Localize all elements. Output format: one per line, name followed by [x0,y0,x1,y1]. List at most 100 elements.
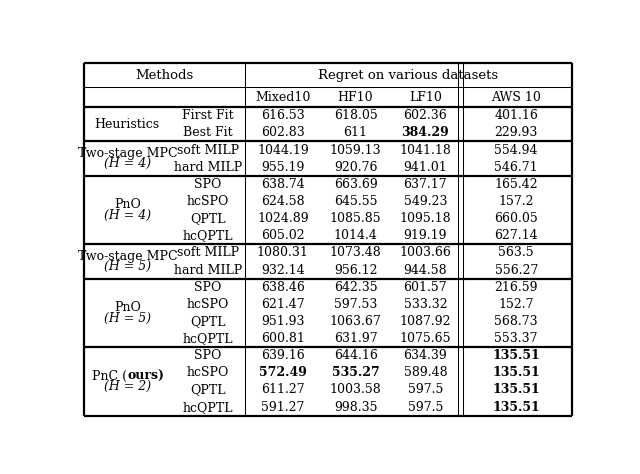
Text: 597.5: 597.5 [408,401,443,414]
Text: 135.51: 135.51 [492,366,540,379]
Text: 624.58: 624.58 [261,195,305,208]
Text: 621.47: 621.47 [261,298,305,311]
Text: 1080.31: 1080.31 [257,246,308,259]
Text: 1024.89: 1024.89 [257,212,308,225]
Text: 152.7: 152.7 [499,298,534,311]
Text: 135.51: 135.51 [492,401,540,414]
Text: 611.27: 611.27 [261,383,305,396]
Text: SPO: SPO [194,178,221,191]
Text: 956.12: 956.12 [334,264,378,276]
Text: Heuristics: Heuristics [95,118,160,131]
Text: Mixed10: Mixed10 [255,91,310,104]
Text: 645.55: 645.55 [334,195,378,208]
Text: 135.51: 135.51 [492,383,540,396]
Text: 216.59: 216.59 [495,281,538,294]
Text: SPO: SPO [194,349,221,362]
Text: 951.93: 951.93 [261,315,305,328]
Text: 556.27: 556.27 [495,264,538,276]
Text: 602.83: 602.83 [261,127,305,139]
Text: 627.14: 627.14 [495,229,538,242]
Text: 1087.92: 1087.92 [399,315,451,328]
Text: hcQPTL: hcQPTL [182,401,233,414]
Text: Two-stage MPC: Two-stage MPC [77,147,177,160]
Text: 563.5: 563.5 [499,246,534,259]
Text: 1063.67: 1063.67 [330,315,381,328]
Text: 1085.85: 1085.85 [330,212,381,225]
Text: (H = 2): (H = 2) [104,380,151,393]
Text: 1059.13: 1059.13 [330,144,381,156]
Text: 602.36: 602.36 [404,109,447,122]
Text: (H = 4): (H = 4) [104,157,151,170]
Text: 955.19: 955.19 [261,161,305,173]
Text: 1044.19: 1044.19 [257,144,308,156]
Text: 634.39: 634.39 [404,349,447,362]
Text: hcSPO: hcSPO [187,366,229,379]
Text: hcQPTL: hcQPTL [182,229,233,242]
Text: 135.51: 135.51 [492,349,540,362]
Text: hcSPO: hcSPO [187,298,229,311]
Text: 637.17: 637.17 [404,178,447,191]
Text: 1003.58: 1003.58 [330,383,381,396]
Text: (H = 4): (H = 4) [104,209,151,222]
Text: 631.97: 631.97 [334,332,378,345]
Text: 591.27: 591.27 [261,401,305,414]
Text: 572.49: 572.49 [259,366,307,379]
Text: SPO: SPO [194,281,221,294]
Text: 597.5: 597.5 [408,383,443,396]
Text: 616.53: 616.53 [261,109,305,122]
Text: 157.2: 157.2 [499,195,534,208]
Text: Regret on various datasets: Regret on various datasets [319,69,499,82]
Text: QPTL: QPTL [190,383,226,396]
Text: 535.27: 535.27 [332,366,380,379]
Text: 597.53: 597.53 [334,298,377,311]
Text: 401.16: 401.16 [494,109,538,122]
Text: 605.02: 605.02 [261,229,305,242]
Text: 1041.18: 1041.18 [399,144,451,156]
Text: 553.37: 553.37 [495,332,538,345]
Text: 1075.65: 1075.65 [399,332,451,345]
Text: AWS 10: AWS 10 [492,91,541,104]
Text: Best Fit: Best Fit [183,127,233,139]
Text: 638.46: 638.46 [261,281,305,294]
Text: HF10: HF10 [338,91,373,104]
Text: 644.16: 644.16 [333,349,378,362]
Text: PnO: PnO [114,199,141,211]
Text: 554.94: 554.94 [495,144,538,156]
Text: 229.93: 229.93 [495,127,538,139]
Text: Methods: Methods [135,69,193,82]
Text: 589.48: 589.48 [404,366,447,379]
Text: hcSPO: hcSPO [187,195,229,208]
Text: 642.35: 642.35 [334,281,378,294]
Text: 1003.66: 1003.66 [399,246,451,259]
Text: 660.05: 660.05 [494,212,538,225]
Text: QPTL: QPTL [190,315,226,328]
Text: 932.14: 932.14 [261,264,305,276]
Text: 919.19: 919.19 [404,229,447,242]
Text: 618.05: 618.05 [333,109,378,122]
Text: soft MILP: soft MILP [177,144,239,156]
Text: PnO: PnO [114,301,141,314]
Text: 1095.18: 1095.18 [399,212,451,225]
Text: 611: 611 [344,127,367,139]
Text: (H = 5): (H = 5) [104,311,151,325]
Text: 1073.48: 1073.48 [330,246,381,259]
Text: First Fit: First Fit [182,109,234,122]
Text: Two-stage MPC: Two-stage MPC [77,250,177,263]
Text: 165.42: 165.42 [495,178,538,191]
Text: 920.76: 920.76 [334,161,378,173]
Text: 941.01: 941.01 [404,161,447,173]
Text: soft MILP: soft MILP [177,246,239,259]
Text: 998.35: 998.35 [334,401,378,414]
Text: 384.29: 384.29 [401,127,449,139]
Text: hard MILP: hard MILP [174,264,242,276]
Text: QPTL: QPTL [190,212,226,225]
Text: 549.23: 549.23 [404,195,447,208]
Text: 638.74: 638.74 [261,178,305,191]
Text: 533.32: 533.32 [404,298,447,311]
Text: 639.16: 639.16 [261,349,305,362]
Text: PnC (: PnC ( [92,370,127,383]
Text: hard MILP: hard MILP [174,161,242,173]
Text: LF10: LF10 [409,91,442,104]
Text: 944.58: 944.58 [404,264,447,276]
Text: 601.57: 601.57 [404,281,447,294]
